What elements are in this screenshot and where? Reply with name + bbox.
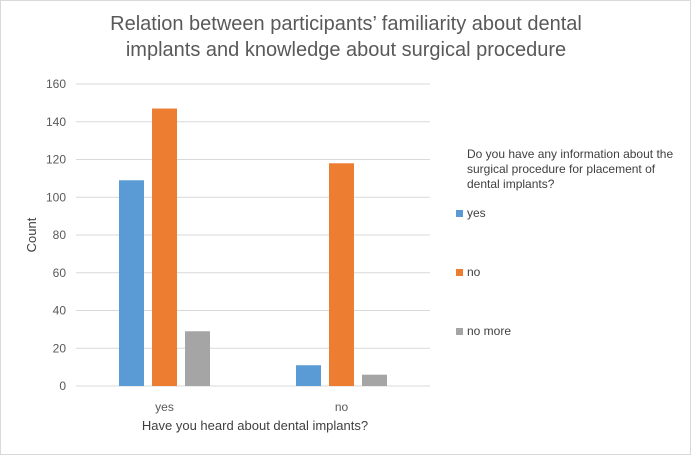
y-tick-label: 140 [46, 115, 66, 129]
legend-label-yes: yes [467, 206, 486, 220]
y-tick-label: 160 [46, 77, 66, 91]
chart-title-line-1: Relation between participants’ familiari… [110, 13, 582, 35]
legend-swatch-no-more [456, 327, 463, 335]
legend-title: Do you have any information about the su… [467, 147, 674, 191]
x-axis-title: Have you heard about dental implants? [142, 418, 368, 433]
bar-no-yes [152, 108, 177, 386]
bar-no-more-no [362, 374, 387, 386]
legend-item-yes: yes [456, 206, 486, 220]
y-axis-title: Count [24, 217, 39, 252]
y-tick-label: 80 [53, 228, 67, 242]
chart-title: Relation between participants’ familiari… [41, 11, 651, 63]
bar-no-no [329, 163, 354, 386]
y-tick-label: 60 [53, 266, 67, 280]
bar-yes-yes [119, 180, 144, 386]
legend-swatch-yes [456, 209, 463, 217]
legend-swatch-no [456, 268, 463, 276]
y-tick-label: 120 [46, 153, 66, 167]
legend-item-no: no [456, 265, 480, 279]
x-tick-label: yes [155, 400, 174, 414]
legend-item-no-more: no more [456, 324, 511, 338]
bar-no-more-yes [185, 331, 210, 386]
x-tick-label: no [335, 400, 349, 414]
legend-label-no: no [467, 265, 481, 279]
chart-title-line-2: implants and knowledge about surgical pr… [125, 39, 567, 61]
legend-label-no-more: no more [467, 324, 512, 338]
y-tick-label: 40 [53, 304, 67, 318]
bar-yes-no [296, 365, 321, 386]
y-tick-label: 20 [53, 341, 67, 355]
y-tick-label: 100 [46, 190, 66, 204]
y-tick-label: 0 [59, 379, 66, 393]
